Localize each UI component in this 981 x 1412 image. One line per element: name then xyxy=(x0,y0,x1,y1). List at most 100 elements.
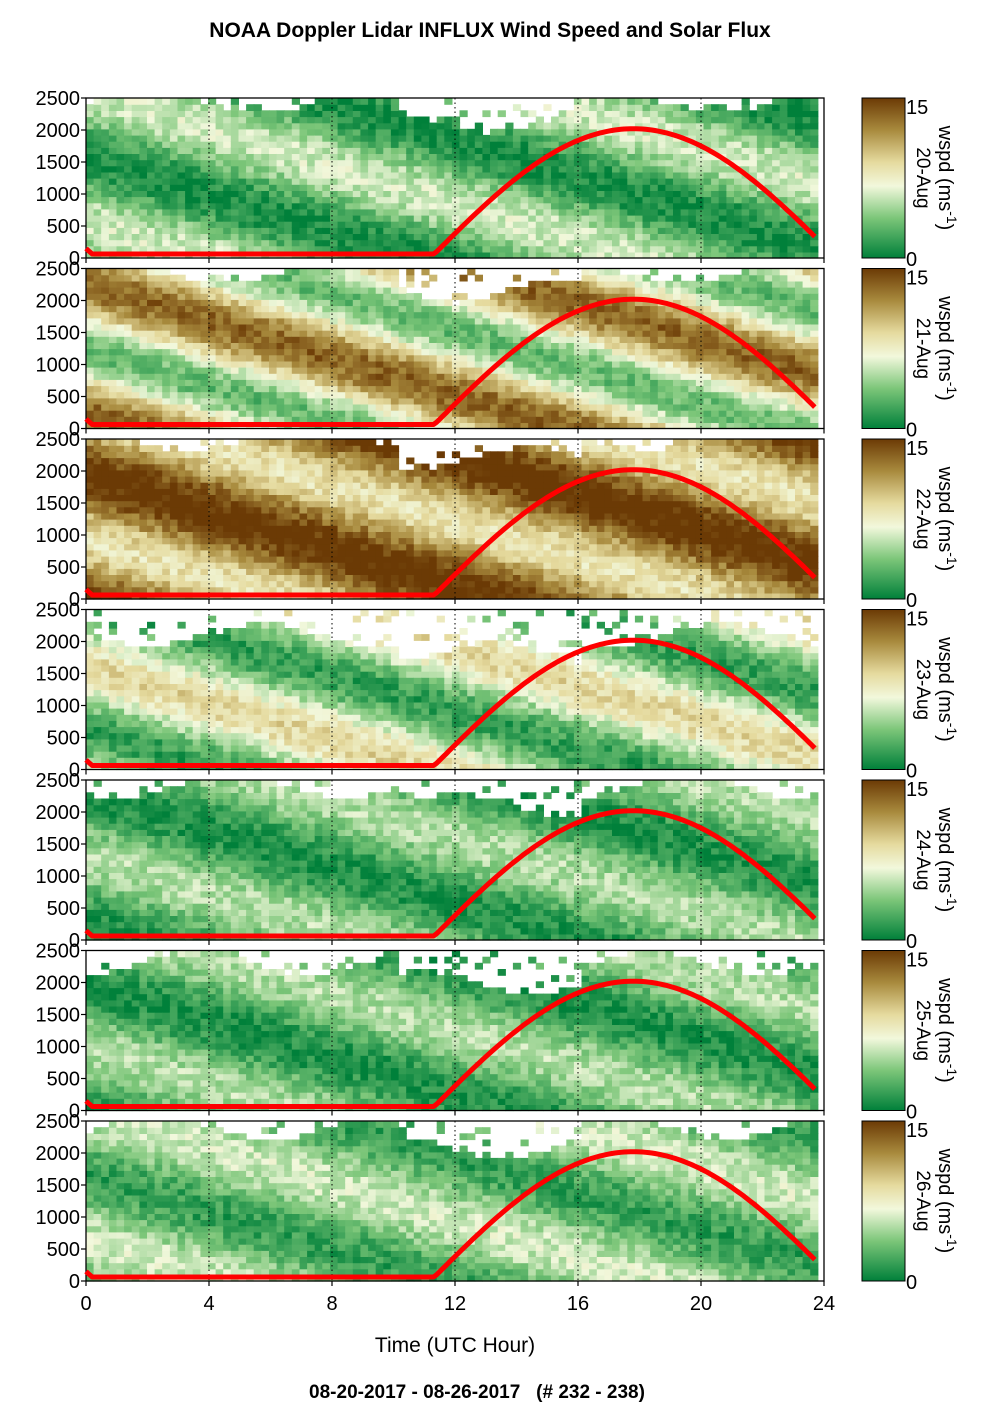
colorbar-max-232: 15 xyxy=(906,97,928,119)
y-tick-label-235-2000: 2000 xyxy=(36,632,81,654)
colorbar-235 xyxy=(861,609,906,770)
colorbar-label-close-238: ) xyxy=(934,1247,956,1254)
colorbar-label-text-237: wspd (ms xyxy=(934,977,956,1064)
y-tick-label-235-500: 500 xyxy=(47,728,80,750)
y-tick-label-238-2000: 2000 xyxy=(36,1143,81,1165)
colorbar-min-232: 0 xyxy=(906,249,917,271)
y-tick-label-234-2000: 2000 xyxy=(36,461,81,483)
colorbar-min-236: 0 xyxy=(906,931,917,953)
panel-238: 0 500 1000 1500 2000 2500 15 0 26-Aug wspd (ms-1) xyxy=(36,1111,961,1294)
colorbar-max-235: 15 xyxy=(906,609,928,631)
colorbar-label-close-234: ) xyxy=(934,565,956,572)
date-range-footer: 08-20-2017 - 08-26-2017 (# 232 - 238) xyxy=(309,1382,645,1403)
y-tick-label-234-2500: 2500 xyxy=(36,429,81,451)
x-tick-label-0: 0 xyxy=(80,1293,91,1315)
y-tick-label-233-2000: 2000 xyxy=(36,291,81,313)
colorbar-label-237: wspd (ms-1) xyxy=(934,977,960,1083)
colorbar-label-233: wspd (ms-1) xyxy=(934,295,960,401)
colorbar-234 xyxy=(861,438,906,600)
solar-flux-curve-233 xyxy=(84,296,817,427)
y-tick-label-236-0: 0 xyxy=(69,930,80,952)
y-tick-label-237-1500: 1500 xyxy=(36,1005,81,1027)
heatmap-238 xyxy=(86,1121,819,1282)
colorbar-label-text-234: wspd (ms xyxy=(934,466,956,553)
colorbar-label-sup-238: -1 xyxy=(944,1234,960,1247)
colorbar-min-238: 0 xyxy=(906,1272,917,1294)
colorbar-label-sup-237: -1 xyxy=(944,1064,960,1077)
panel-235: 0 500 1000 1500 2000 2500 15 0 23-Aug wspd (ms-1) xyxy=(36,600,961,783)
colorbar-label-close-235: ) xyxy=(934,735,956,742)
y-tick-label-236-2500: 2500 xyxy=(36,770,81,792)
heatmap-232 xyxy=(86,98,819,259)
y-tick-label-234-1500: 1500 xyxy=(36,493,81,515)
colorbar-232 xyxy=(861,97,906,259)
y-tick-label-232-2500: 2500 xyxy=(36,88,81,110)
y-tick-label-232-0: 0 xyxy=(69,248,80,270)
y-tick-label-236-500: 500 xyxy=(47,898,80,920)
y-tick-label-235-2500: 2500 xyxy=(36,600,81,622)
x-tick-label-4: 4 xyxy=(203,1293,214,1315)
solar-flux-curve-234 xyxy=(84,467,817,598)
colorbar-label-sup-232: -1 xyxy=(944,211,960,224)
colorbar-max-236: 15 xyxy=(906,779,928,801)
colorbar-label-sup-234: -1 xyxy=(944,552,960,565)
x-tick-label-16: 16 xyxy=(567,1293,589,1315)
colorbar-label-close-233: ) xyxy=(934,394,956,401)
colorbar-max-233: 15 xyxy=(906,268,928,290)
colorbar-label-sup-233: -1 xyxy=(944,382,960,395)
colorbar-label-text-236: wspd (ms xyxy=(934,807,956,894)
y-tick-label-233-500: 500 xyxy=(47,387,80,409)
colorbar-238 xyxy=(861,1120,906,1282)
panel-date-234: 22-Aug xyxy=(912,488,933,549)
colorbar-236 xyxy=(861,779,906,941)
colorbar-max-238: 15 xyxy=(906,1120,928,1142)
panel-date-238: 26-Aug xyxy=(912,1170,933,1231)
y-tick-label-233-1000: 1000 xyxy=(36,355,81,377)
y-tick-label-233-1500: 1500 xyxy=(36,323,81,345)
colorbar-label-sup-236: -1 xyxy=(944,893,960,906)
x-tick-label-12: 12 xyxy=(444,1293,466,1315)
solar-flux-curve-236 xyxy=(84,808,817,939)
heatmap-234 xyxy=(86,439,819,600)
colorbar-label-236: wspd (ms-1) xyxy=(934,807,960,913)
y-tick-label-232-1500: 1500 xyxy=(36,152,81,174)
panel-date-237: 25-Aug xyxy=(912,1000,933,1061)
y-tick-label-232-500: 500 xyxy=(47,216,80,238)
y-tick-label-238-0: 0 xyxy=(69,1271,80,1293)
panel-date-233: 21-Aug xyxy=(912,318,933,379)
y-tick-label-236-1000: 1000 xyxy=(36,866,81,888)
x-axis-label: Time (UTC Hour) xyxy=(375,1334,535,1357)
colorbar-min-235: 0 xyxy=(906,761,917,783)
x-tick-label-24: 24 xyxy=(813,1293,835,1315)
colorbar-label-text-233: wspd (ms xyxy=(934,295,956,382)
y-tick-label-233-0: 0 xyxy=(69,419,80,441)
colorbar-237 xyxy=(861,950,906,1111)
panel-233: 0 500 1000 1500 2000 2500 15 0 21-Aug wspd (ms-1) xyxy=(36,259,961,442)
heatmap-233 xyxy=(86,268,819,430)
panel-236: 0 500 1000 1500 2000 2500 15 0 24-Aug wspd (ms-1) xyxy=(36,770,961,953)
colorbar-min-233: 0 xyxy=(906,420,917,442)
y-tick-label-235-1500: 1500 xyxy=(36,664,81,686)
y-tick-label-237-1000: 1000 xyxy=(36,1037,81,1059)
colorbar-label-close-237: ) xyxy=(934,1076,956,1083)
panel-date-236: 24-Aug xyxy=(912,829,933,890)
colorbar-max-237: 15 xyxy=(906,950,928,972)
panel-date-232: 20-Aug xyxy=(912,147,933,208)
solar-flux-curve-232 xyxy=(84,126,817,257)
solar-flux-curve-235 xyxy=(84,637,817,768)
panel-232: 0 500 1000 1500 2000 2500 15 0 20-Aug wspd (ms-1) xyxy=(36,88,961,271)
panel-237: 0 500 1000 1500 2000 2500 15 0 25-Aug wspd (ms-1) xyxy=(36,941,961,1124)
y-tick-label-236-2000: 2000 xyxy=(36,802,81,824)
colorbar-label-238: wspd (ms-1) xyxy=(934,1148,960,1254)
y-tick-label-238-1500: 1500 xyxy=(36,1175,81,1197)
y-tick-label-235-1000: 1000 xyxy=(36,696,81,718)
colorbar-label-close-232: ) xyxy=(934,224,956,231)
y-tick-label-234-1000: 1000 xyxy=(36,525,81,547)
panel-234: 0 500 1000 1500 2000 2500 15 0 22-Aug wspd (ms-1) xyxy=(36,429,961,612)
colorbar-label-sup-235: -1 xyxy=(944,723,960,736)
colorbar-min-237: 0 xyxy=(906,1102,917,1124)
y-tick-label-232-2000: 2000 xyxy=(36,120,81,142)
solar-flux-curve-238 xyxy=(84,1149,817,1280)
